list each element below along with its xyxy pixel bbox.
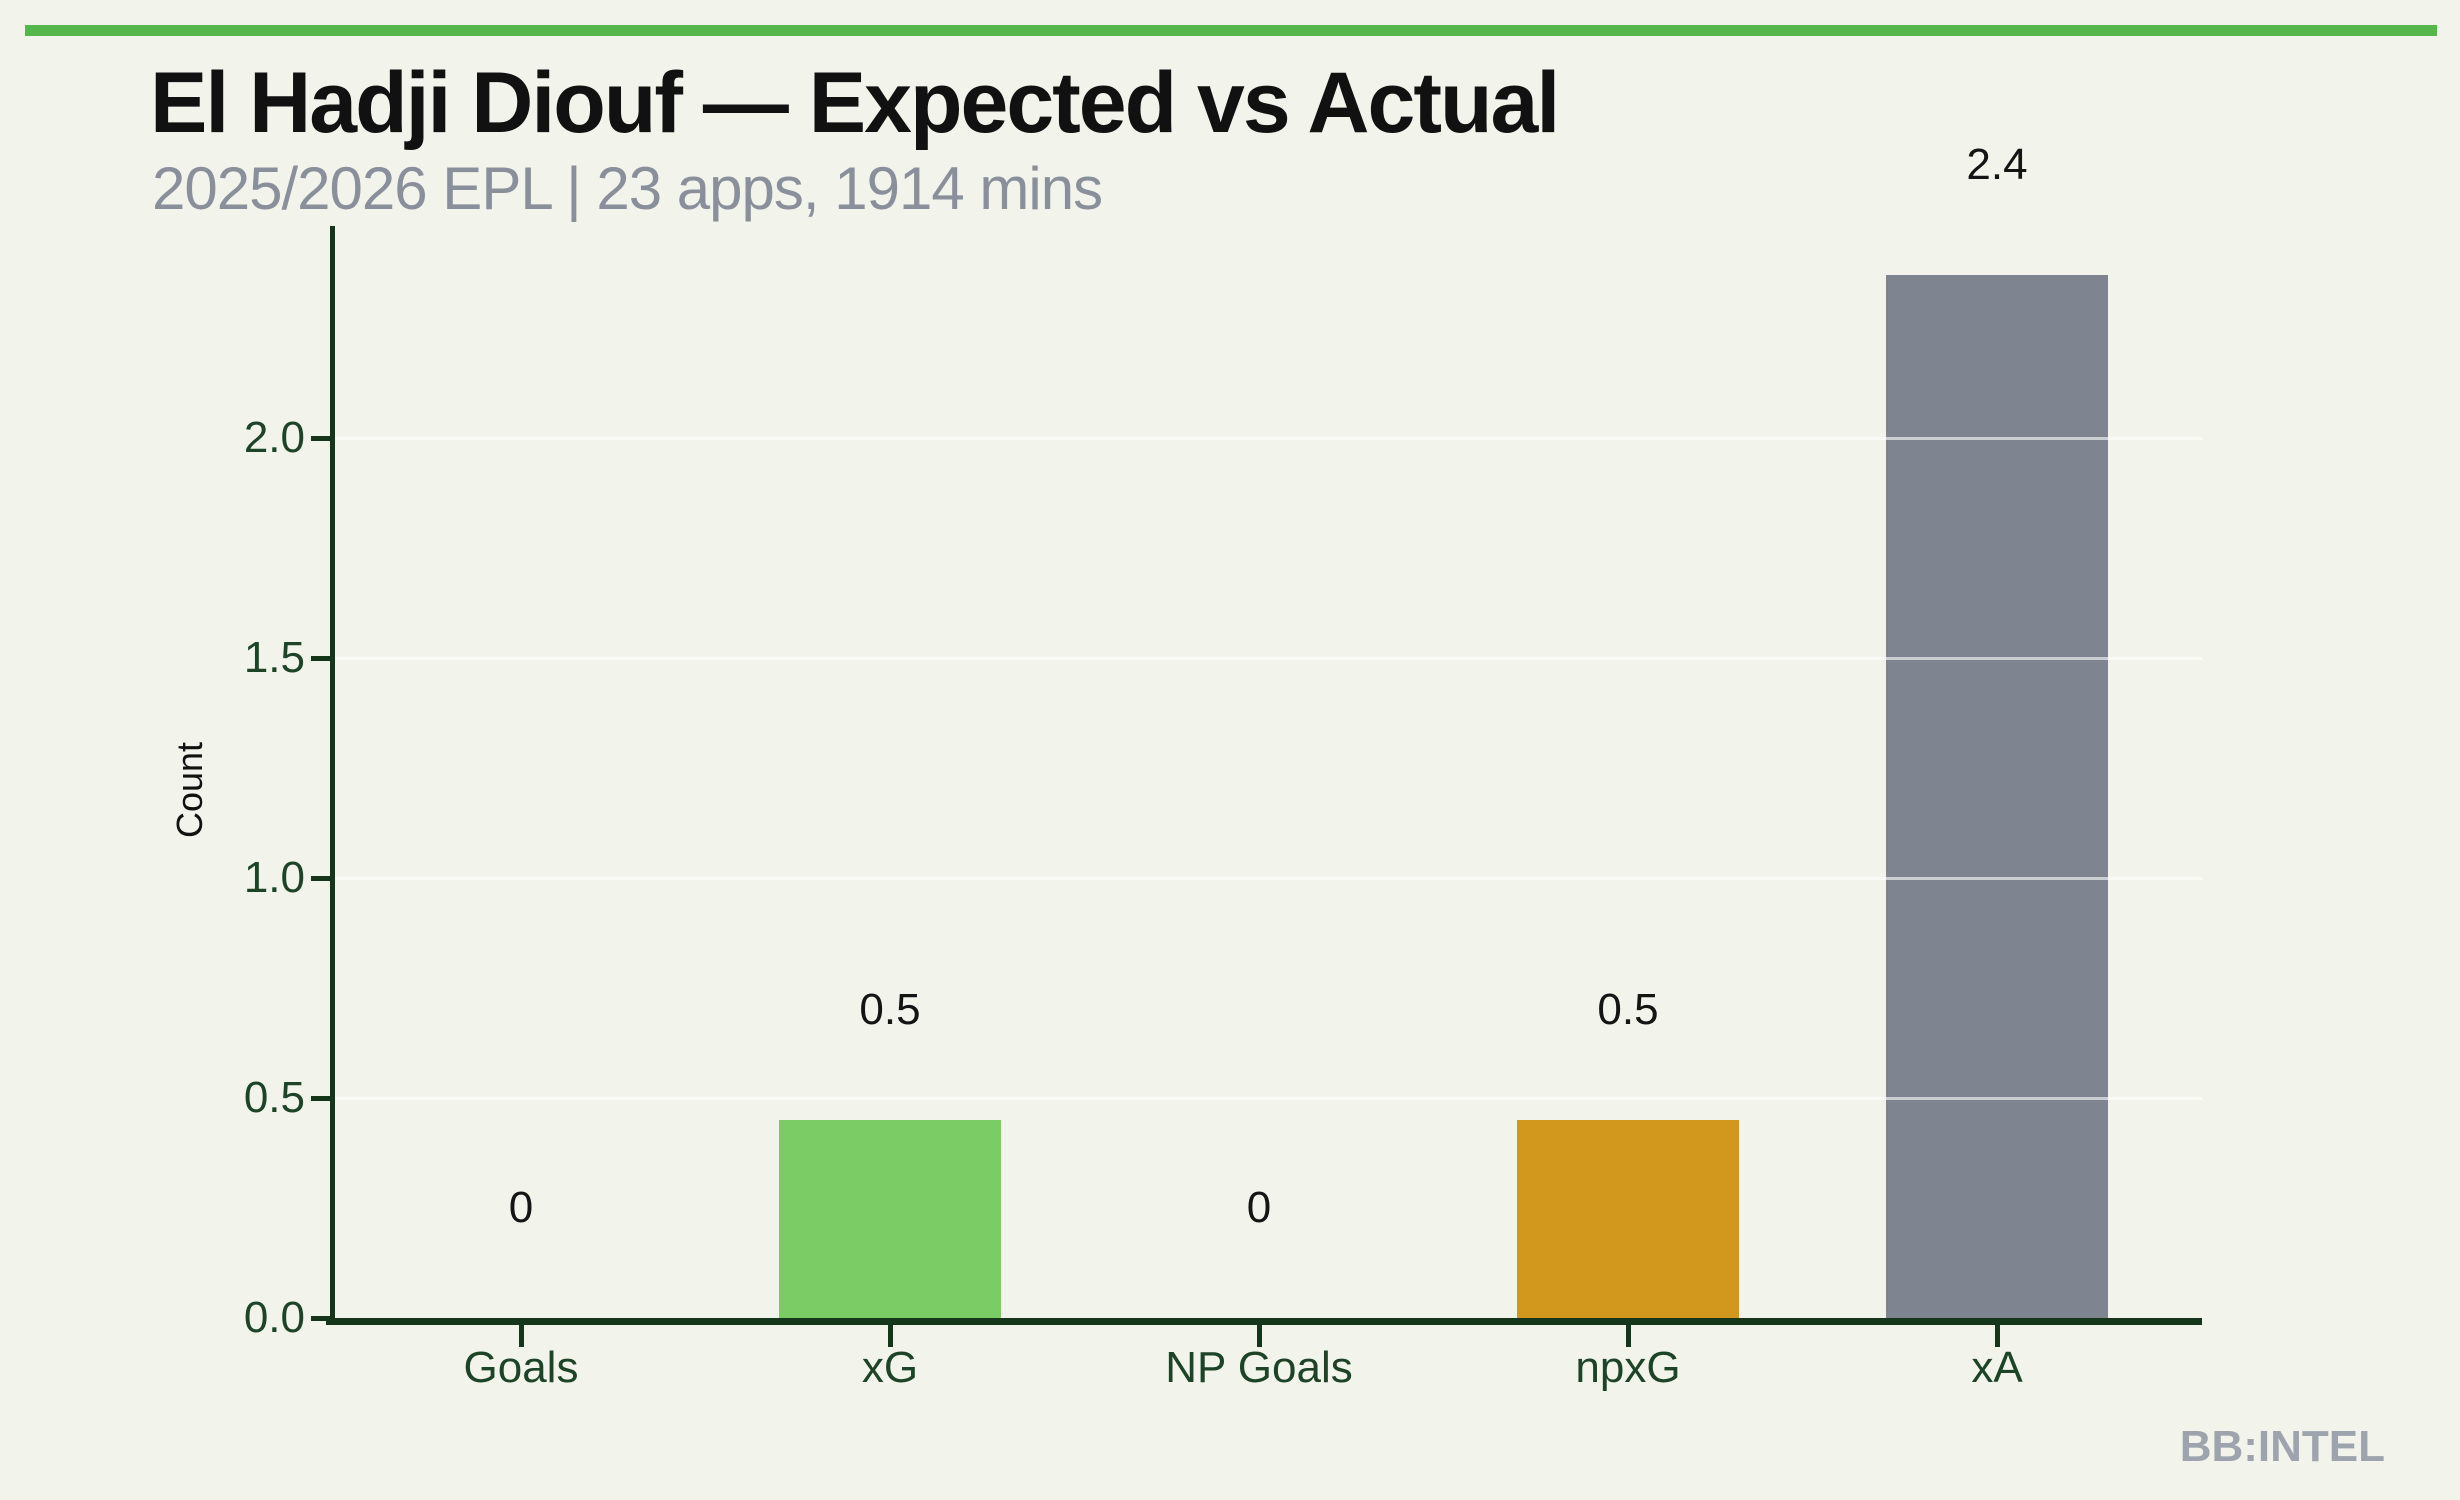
x-axis-line (326, 1318, 2202, 1325)
y-tick-mark (311, 656, 333, 661)
y-tick-label: 1.5 (243, 633, 305, 682)
bar-npxg (1517, 1120, 1739, 1318)
x-tick-mark (519, 1325, 524, 1347)
bar-value-label: 0 (508, 1183, 534, 1232)
gridline (332, 1097, 2202, 1100)
gridline (332, 437, 2202, 440)
bar-xa (1886, 275, 2108, 1318)
x-tick-label: xA (1971, 1343, 2023, 1392)
watermark-logo: BB:INTEL (2179, 1422, 2385, 1471)
x-tick-mark (1257, 1325, 1262, 1347)
gridline (332, 657, 2202, 660)
x-tick-mark (1995, 1325, 2000, 1347)
chart-subtitle: 2025/2026 EPL | 23 apps, 1914 mins (152, 155, 1103, 222)
x-tick-label: NP Goals (1165, 1343, 1353, 1392)
y-tick-mark (311, 1316, 333, 1321)
y-tick-label: 1.0 (243, 853, 305, 902)
x-tick-mark (888, 1325, 893, 1347)
bar-xg (779, 1120, 1001, 1318)
y-tick-mark (311, 876, 333, 881)
chart-title: El Hadji Diouf — Expected vs Actual (150, 55, 1560, 151)
gridline (332, 877, 2202, 880)
y-tick-mark (311, 1096, 333, 1101)
bar-value-label: 0.5 (859, 985, 921, 1034)
y-tick-mark (311, 436, 333, 441)
x-tick-label: Goals (463, 1343, 579, 1392)
top-accent-stripe (25, 25, 2437, 36)
bar-value-label: 0 (1246, 1183, 1272, 1232)
x-tick-mark (1626, 1325, 1631, 1347)
y-tick-label: 2.0 (243, 413, 305, 462)
x-tick-label: xG (861, 1343, 919, 1392)
bar-value-label: 2.4 (1966, 140, 2028, 189)
x-tick-label: npxG (1575, 1343, 1681, 1392)
bar-value-label: 0.5 (1597, 985, 1659, 1034)
y-tick-label: 0.0 (243, 1293, 305, 1342)
y-axis-line (330, 226, 335, 1325)
y-tick-label: 0.5 (243, 1073, 305, 1122)
